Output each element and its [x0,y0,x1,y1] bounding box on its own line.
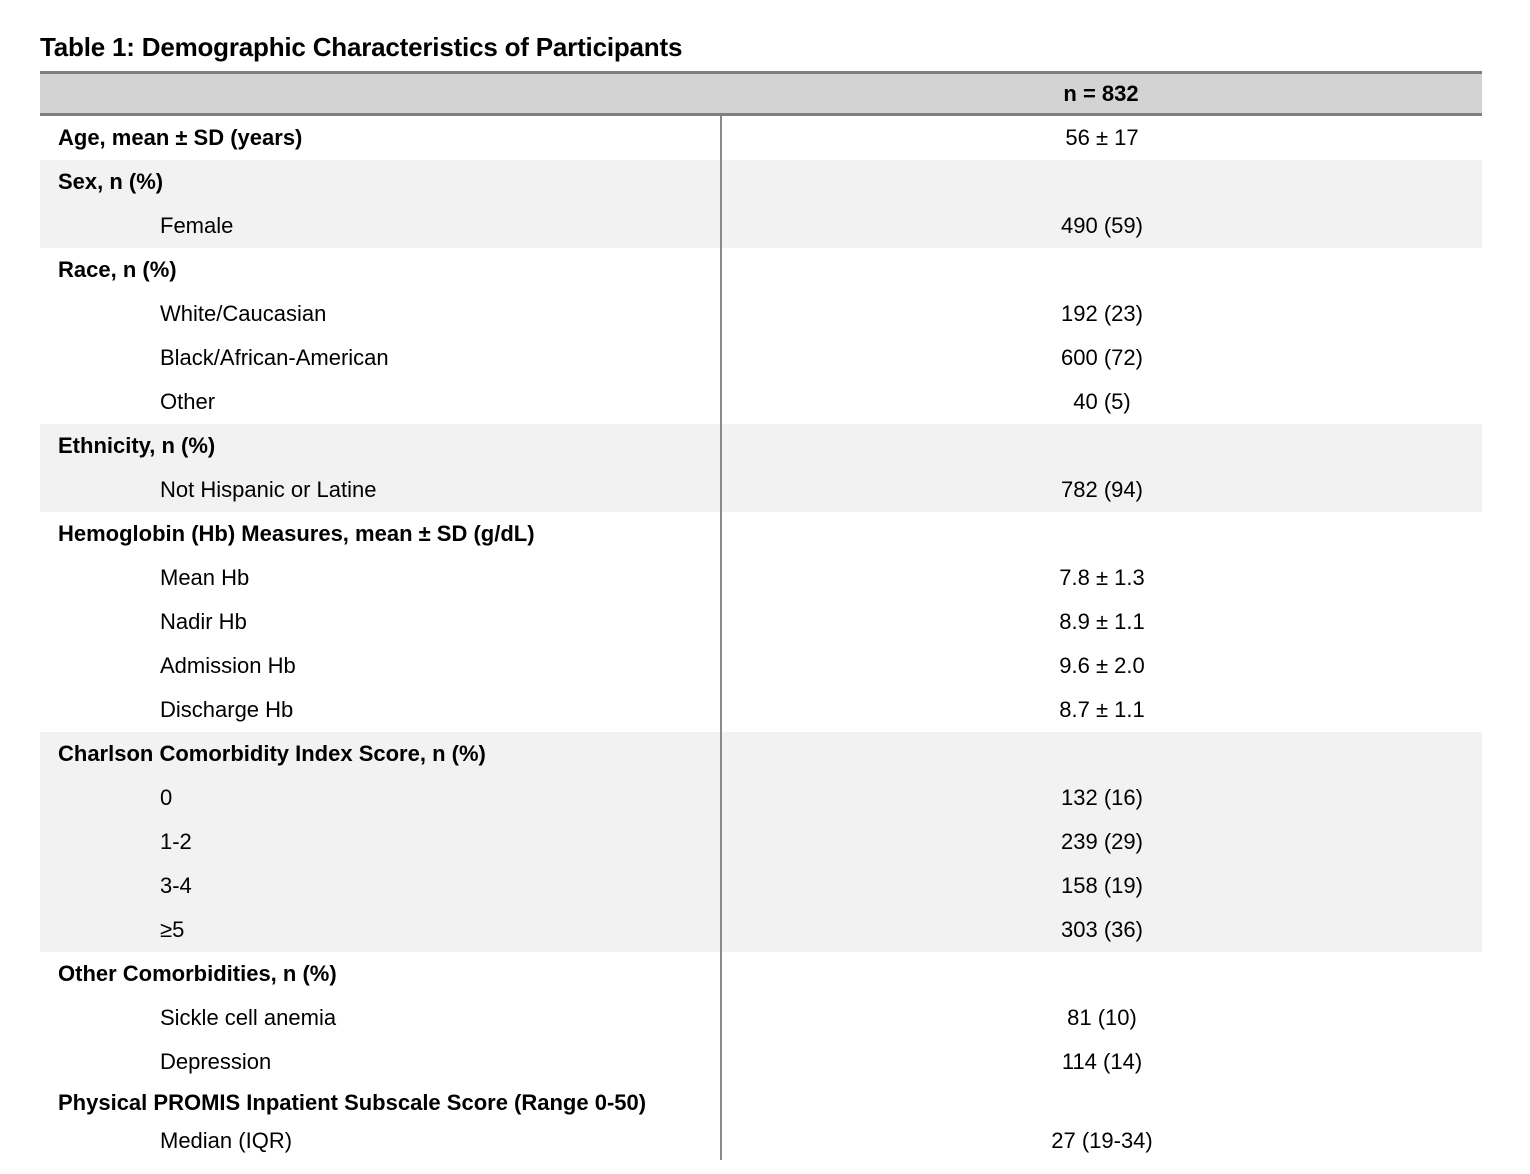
row-value [720,424,1482,469]
table-row: Age, mean ± SD (years) 56 ± 17 [40,116,1482,161]
row-value: 490 (59) [720,204,1482,249]
row-label: Median (IQR) [160,1128,293,1154]
table-row: 3-4 158 (19) [40,864,1482,909]
row-value [720,512,1482,557]
row-value [720,732,1482,777]
row-value [720,952,1482,997]
row-value: 303 (36) [720,908,1482,953]
table-row: 0 132 (16) [40,776,1482,821]
row-label: Black/African-American [160,345,389,371]
table-title: Table 1: Demographic Characteristics of … [40,32,683,62]
row-label: Physical PROMIS Inpatient Subscale Score… [58,1090,647,1116]
row-label: Charlson Comorbidity Index Score, n (%) [58,741,486,767]
row-label: Discharge Hb [160,697,294,723]
row-value: 7.8 ± 1.3 [720,556,1482,601]
row-value [720,248,1482,293]
table-row: Sickle cell anemia 81 (10) [40,996,1482,1041]
row-value: 81 (10) [720,996,1482,1041]
row-label: Female [160,213,234,239]
demographics-table: n = 832 Age, mean ± SD (years) 56 ± 17 Sex… [40,71,1482,1161]
table-row: Race, n (%) [40,248,1482,293]
row-value: 600 (72) [720,336,1482,381]
row-value [720,160,1482,205]
row-label: White/Caucasian [160,301,327,327]
table-row: Admission Hb 9.6 ± 2.0 [40,644,1482,689]
row-label: Ethnicity, n (%) [58,433,216,459]
table-row: ≥5 303 (36) [40,908,1482,953]
row-value: 8.7 ± 1.1 [720,688,1482,733]
table-row: Physical PROMIS Inpatient Subscale Score… [40,1084,1482,1123]
table-header-row: n = 832 [40,71,1482,117]
table-row: Not Hispanic or Latine 782 (94) [40,468,1482,513]
table-body: Age, mean ± SD (years) 56 ± 17 Sex, n (%) F… [40,116,1482,1161]
table-row: Charlson Comorbidity Index Score, n (%) [40,732,1482,777]
row-label: Sickle cell anemia [160,1005,337,1031]
row-value: 239 (29) [720,820,1482,865]
row-value: 40 (5) [720,380,1482,425]
row-label: 0 [160,785,173,811]
table-row: Nadir Hb 8.9 ± 1.1 [40,600,1482,645]
row-label: Mean Hb [160,565,250,591]
row-value [720,1084,1482,1123]
row-label: Not Hispanic or Latine [160,477,377,503]
table-row: Other 40 (5) [40,380,1482,425]
row-label: 1-2 [160,829,192,855]
row-label: Hemoglobin (Hb) Measures, mean ± SD (g/d… [58,521,535,547]
table-row: 1-2 239 (29) [40,820,1482,865]
row-label: Race, n (%) [58,257,177,283]
table-row: Sex, n (%) [40,160,1482,205]
table-row: Ethnicity, n (%) [40,424,1482,469]
header-n-cell: n = 832 [1063,80,1139,106]
row-value: 27 (19-34) [720,1122,1482,1161]
row-label: Other Comorbidities, n (%) [58,961,337,987]
table-row: Mean Hb 7.8 ± 1.3 [40,556,1482,601]
row-label: Other [160,389,216,415]
row-label: ≥5 [160,917,185,943]
row-label: Age, mean ± SD (years) [58,125,303,151]
row-label: Depression [160,1049,272,1075]
row-value: 8.9 ± 1.1 [720,600,1482,645]
row-value: 192 (23) [720,292,1482,337]
row-label: Nadir Hb [160,609,247,635]
row-label: Admission Hb [160,653,296,679]
table-row: White/Caucasian 192 (23) [40,292,1482,337]
table-row: Other Comorbidities, n (%) [40,952,1482,997]
table-row: Depression 114 (14) [40,1040,1482,1085]
table-row: Median (IQR) 27 (19-34) [40,1122,1482,1161]
table-row: Discharge Hb 8.7 ± 1.1 [40,688,1482,733]
row-value: 114 (14) [720,1040,1482,1085]
row-value: 782 (94) [720,468,1482,513]
table-row: Hemoglobin (Hb) Measures, mean ± SD (g/d… [40,512,1482,557]
table-row: Black/African-American 600 (72) [40,336,1482,381]
row-value: 132 (16) [720,776,1482,821]
row-value: 56 ± 17 [720,116,1482,161]
row-value: 158 (19) [720,864,1482,909]
row-value: 9.6 ± 2.0 [720,644,1482,689]
row-label: Sex, n (%) [58,169,164,195]
row-label: 3-4 [160,873,192,899]
table-row: Female 490 (59) [40,204,1482,249]
